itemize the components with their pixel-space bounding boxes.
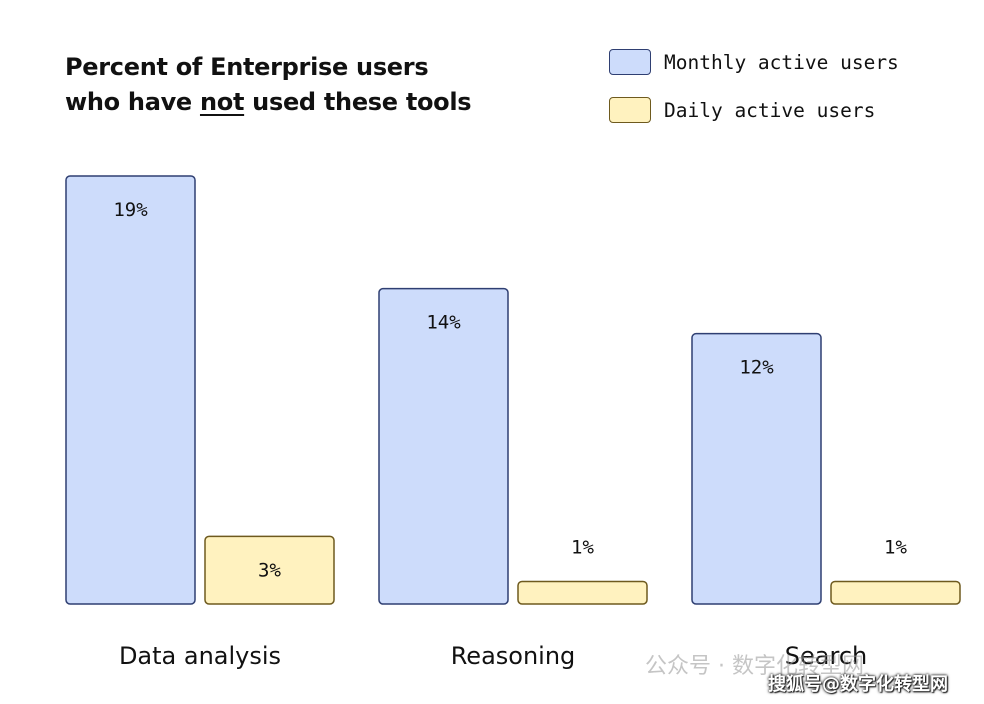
legend-swatch-monthly <box>609 49 651 75</box>
bar-daily-data-analysis <box>204 535 335 605</box>
title-line-2-post: used these tools <box>244 88 472 116</box>
legend-swatch-daily <box>609 97 651 123</box>
legend-label-daily: Daily active users <box>664 99 876 122</box>
bar-daily-search <box>830 580 961 605</box>
value-label-monthly-reasoning: 14% <box>426 312 461 334</box>
bar-monthly-data-analysis <box>65 175 196 605</box>
watermark-wechat: 公众号 · 数字化转型网 <box>645 654 864 679</box>
chart-title: Percent of Enterprise users who have not… <box>65 50 535 120</box>
watermark-sohu: 搜狐号@数字化转型网 <box>768 674 948 695</box>
bar-daily-reasoning <box>517 580 648 605</box>
category-label-data-analysis: Data analysis <box>119 642 281 670</box>
category-label-search: Search <box>785 642 867 670</box>
value-label-daily-reasoning: 1% <box>571 536 594 558</box>
title-line-1: Percent of Enterprise users <box>65 53 429 81</box>
title-emphasis-not: not <box>199 88 245 116</box>
value-label-daily-data-analysis: 3% <box>258 559 281 581</box>
bar-monthly-search <box>691 332 822 605</box>
bar-monthly-reasoning <box>378 287 509 605</box>
title-line-2: who have not used these tools <box>65 85 535 120</box>
value-label-daily-search: 1% <box>884 536 907 558</box>
legend-label-monthly: Monthly active users <box>664 51 899 74</box>
title-line-2-pre: who have <box>65 88 200 116</box>
value-label-monthly-search: 12% <box>739 357 774 379</box>
category-label-reasoning: Reasoning <box>451 642 576 670</box>
value-label-monthly-data-analysis: 19% <box>113 199 148 221</box>
